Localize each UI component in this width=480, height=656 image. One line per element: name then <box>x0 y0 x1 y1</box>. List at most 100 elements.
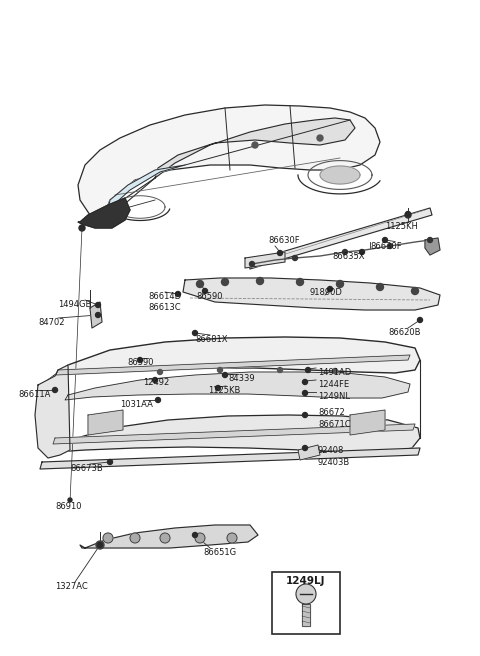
Circle shape <box>223 373 228 377</box>
Circle shape <box>196 281 204 287</box>
Polygon shape <box>245 252 285 268</box>
FancyBboxPatch shape <box>272 572 340 634</box>
Circle shape <box>221 279 228 285</box>
Circle shape <box>305 367 311 373</box>
Circle shape <box>277 251 283 255</box>
Circle shape <box>192 331 197 335</box>
Text: 84702: 84702 <box>38 318 64 327</box>
Polygon shape <box>80 525 258 548</box>
Circle shape <box>317 135 323 141</box>
Text: 1031AA: 1031AA <box>120 400 153 409</box>
Polygon shape <box>302 604 310 626</box>
Circle shape <box>302 413 308 417</box>
Text: 86613C: 86613C <box>148 303 180 312</box>
Circle shape <box>130 533 140 543</box>
Circle shape <box>250 262 254 266</box>
Circle shape <box>108 459 112 464</box>
Polygon shape <box>350 410 385 435</box>
Circle shape <box>160 533 170 543</box>
Circle shape <box>217 367 223 373</box>
Polygon shape <box>155 118 355 178</box>
Text: 86651G: 86651G <box>203 548 236 557</box>
Text: 86635X: 86635X <box>332 252 364 261</box>
Circle shape <box>96 312 100 318</box>
Text: 86614D: 86614D <box>148 292 181 301</box>
Circle shape <box>292 255 298 260</box>
Text: 91890D: 91890D <box>310 288 343 297</box>
Circle shape <box>302 390 308 396</box>
Polygon shape <box>298 445 320 460</box>
Circle shape <box>137 358 143 363</box>
Polygon shape <box>53 424 415 444</box>
Text: 84339: 84339 <box>228 374 254 383</box>
Polygon shape <box>425 238 440 255</box>
Circle shape <box>333 369 337 373</box>
Text: 1249NL: 1249NL <box>318 392 350 401</box>
Text: 1125KH: 1125KH <box>385 222 418 231</box>
Circle shape <box>252 142 258 148</box>
Text: 86590: 86590 <box>127 358 154 367</box>
Circle shape <box>195 533 205 543</box>
Polygon shape <box>183 278 440 310</box>
Circle shape <box>376 283 384 291</box>
Text: 86910: 86910 <box>55 502 82 511</box>
Polygon shape <box>90 302 102 328</box>
Text: 1327AC: 1327AC <box>55 582 88 591</box>
Circle shape <box>52 388 58 392</box>
Text: 1249LJ: 1249LJ <box>286 576 326 586</box>
Text: 86590: 86590 <box>196 292 223 301</box>
Polygon shape <box>65 372 410 400</box>
Polygon shape <box>320 166 360 184</box>
Text: 86620B: 86620B <box>388 328 420 337</box>
Polygon shape <box>248 208 432 269</box>
Polygon shape <box>108 165 185 210</box>
Text: 86681X: 86681X <box>195 335 228 344</box>
Circle shape <box>97 543 103 548</box>
Circle shape <box>79 225 85 231</box>
Text: 92408: 92408 <box>318 446 344 455</box>
Circle shape <box>103 533 113 543</box>
Text: 86672: 86672 <box>318 408 345 417</box>
Text: 1494GB: 1494GB <box>58 300 91 309</box>
Circle shape <box>227 533 237 543</box>
Polygon shape <box>56 355 410 375</box>
Circle shape <box>411 287 419 295</box>
Text: 86673B: 86673B <box>70 464 103 473</box>
Text: 92403B: 92403B <box>318 458 350 467</box>
Text: 1125KB: 1125KB <box>208 386 240 395</box>
Circle shape <box>256 277 264 285</box>
Circle shape <box>277 367 283 373</box>
Text: 86630F: 86630F <box>370 242 402 251</box>
Circle shape <box>176 291 180 297</box>
Circle shape <box>406 211 410 216</box>
Polygon shape <box>50 415 420 452</box>
Circle shape <box>405 212 411 218</box>
Circle shape <box>418 318 422 323</box>
Text: 86630F: 86630F <box>268 236 300 245</box>
Circle shape <box>383 237 387 243</box>
Polygon shape <box>88 410 123 435</box>
Polygon shape <box>48 337 420 380</box>
Circle shape <box>387 243 393 249</box>
Text: 1244FE: 1244FE <box>318 380 349 389</box>
Text: 12492: 12492 <box>143 378 169 387</box>
Circle shape <box>428 237 432 243</box>
Circle shape <box>153 377 157 382</box>
Circle shape <box>216 386 220 390</box>
Text: 86611A: 86611A <box>18 390 50 399</box>
Polygon shape <box>78 105 380 225</box>
Circle shape <box>336 281 344 287</box>
Text: 1491AD: 1491AD <box>318 368 351 377</box>
Circle shape <box>96 302 100 308</box>
Polygon shape <box>40 448 420 469</box>
Circle shape <box>343 249 348 255</box>
Circle shape <box>157 369 163 375</box>
Circle shape <box>68 498 72 502</box>
Polygon shape <box>35 365 70 458</box>
Circle shape <box>96 541 104 549</box>
Circle shape <box>296 584 316 604</box>
Circle shape <box>302 380 308 384</box>
Circle shape <box>327 287 333 291</box>
Circle shape <box>297 279 303 285</box>
Circle shape <box>203 289 207 293</box>
